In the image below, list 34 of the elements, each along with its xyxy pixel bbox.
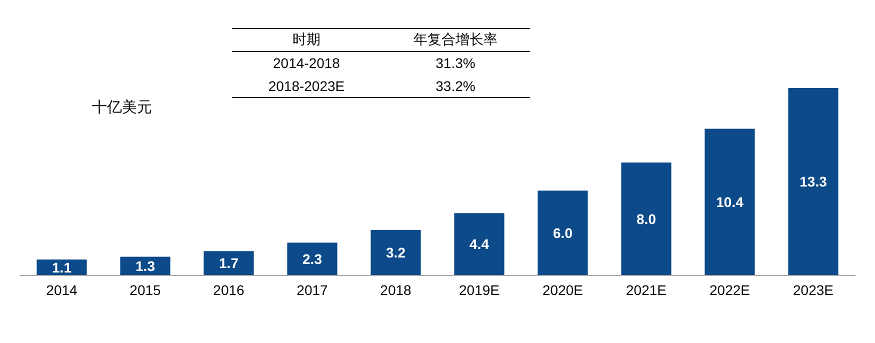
y-axis-title: 十亿美元: [92, 99, 152, 116]
annotation: 2018-2023E: [267, 76, 346, 96]
bar: [704, 128, 755, 275]
x-tick-label: 2015: [130, 282, 162, 298]
data-label: 8.0: [636, 210, 656, 227]
data-label: 1.1: [52, 259, 72, 276]
x-tick-label: 2023E: [793, 282, 834, 298]
data-label: 1.7: [219, 255, 239, 272]
bar: [538, 190, 588, 275]
table: 时期 年复合增长率 2014-2018 31.3% 2018-2023E 33.2%: [232, 28, 530, 98]
annotation: 33.2%: [434, 76, 476, 96]
x-tick-label: 2017: [296, 282, 328, 298]
data-label: 3.2: [386, 244, 406, 261]
data-label: 6.0: [553, 224, 573, 241]
data-label: 1.3: [136, 258, 156, 274]
data-label: 4.4: [470, 236, 490, 252]
bar: [621, 162, 672, 275]
bar: [36, 260, 87, 275]
x-tick-label: 2022E: [710, 282, 750, 298]
x-tick-label: 2020E: [542, 282, 583, 298]
bar: [370, 230, 421, 275]
bar: [788, 88, 838, 275]
data-label: 10.4: [716, 194, 744, 210]
x-tick-label: 2019E: [459, 282, 500, 298]
data-label: 2.3: [302, 250, 322, 267]
bar: [287, 242, 338, 275]
x-tick-label: 2014: [46, 282, 78, 298]
bar: [120, 256, 170, 275]
bar: [454, 213, 504, 275]
x-tick-label: 2018: [380, 282, 412, 298]
data-label: 13.3: [800, 174, 828, 190]
x-tick-label: 2016: [213, 282, 245, 298]
x-tick-label: 2021E: [626, 282, 666, 298]
bar: [204, 251, 254, 275]
